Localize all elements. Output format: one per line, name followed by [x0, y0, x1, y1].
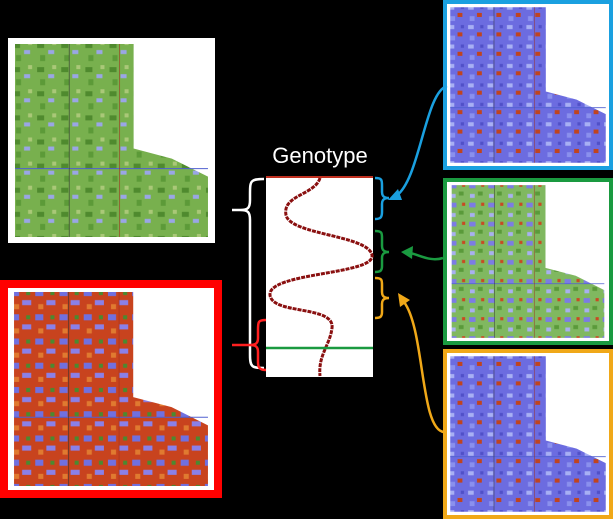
arrowhead — [401, 246, 413, 259]
arrow — [404, 302, 444, 432]
brace — [250, 320, 266, 370]
arrowhead — [388, 189, 402, 200]
brace — [375, 278, 389, 318]
figure: Genotype — [0, 0, 613, 519]
brace — [375, 178, 389, 219]
brace — [240, 179, 264, 368]
arrow — [396, 86, 447, 196]
genotype-label: Genotype — [272, 143, 367, 168]
arrowhead — [398, 293, 410, 307]
brace — [375, 231, 389, 272]
arrow — [410, 253, 443, 259]
